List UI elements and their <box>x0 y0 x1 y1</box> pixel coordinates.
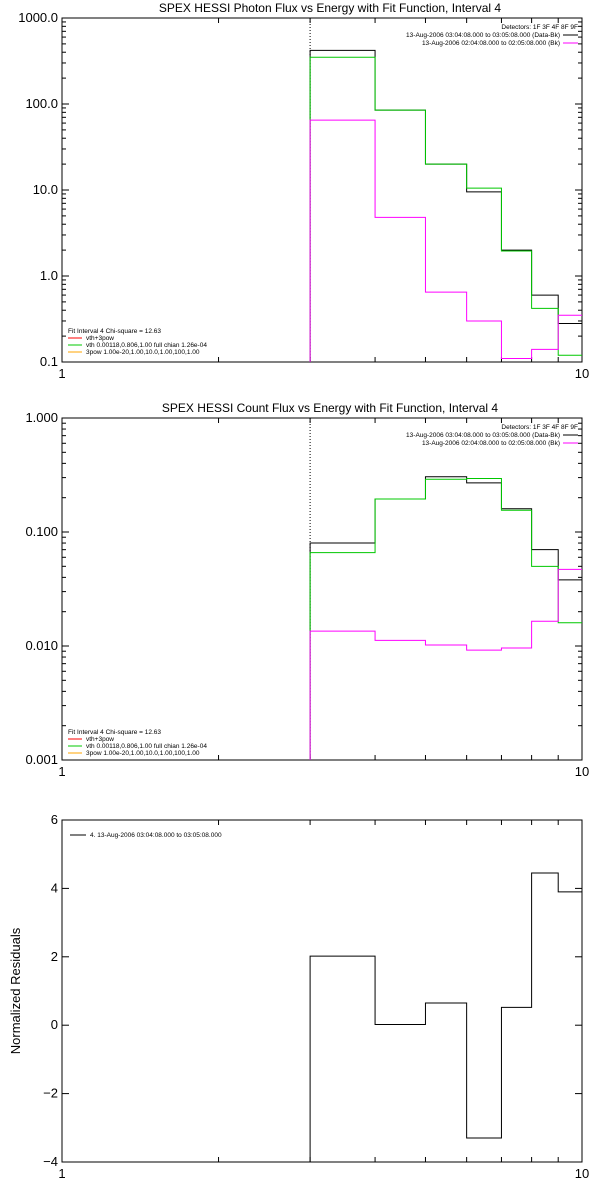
residuals-panel: Normalized Residuals 6 4 2 0 −2 −4 1 10 4. 13-… <box>8 812 589 1181</box>
count-flux-y-tick-label: 0.001 <box>25 752 58 767</box>
photon-flux-legend-data-bk: 13-Aug-2006 03:04:08.000 to 03:05:08.000… <box>406 32 560 39</box>
photon-flux-legend-right: Detectors: 1F 3F 4F 8F 9F 13-Aug-2006 03… <box>406 24 578 47</box>
residuals-y-tick-label: −4 <box>43 1154 58 1169</box>
count-flux-x-tick-label: 10 <box>575 764 589 779</box>
count-flux-x-tick-label: 1 <box>58 764 65 779</box>
photon-flux-y-tick-label: 100.0 <box>25 96 58 111</box>
photon-flux-panel: SPEX HESSI Photon Flux vs Energy with Fi… <box>18 1 589 381</box>
photon-flux-series-2 <box>309 119 582 362</box>
count-flux-fit-header: Fit Interval 4 Chi-square = 12.63 <box>68 729 161 736</box>
photon-flux-title: SPEX HESSI Photon Flux vs Energy with Fi… <box>159 1 501 15</box>
count-flux-legend-left: Fit Interval 4 Chi-square = 12.63 vth+3p… <box>68 729 207 757</box>
photon-flux-x-tick-label: 1 <box>58 366 65 381</box>
residuals-y-tick-label: −2 <box>43 1086 58 1101</box>
residuals-plot-frame <box>61 819 583 1163</box>
count-flux-y-ticks: 1.000 0.100 0.010 0.001 <box>25 410 582 767</box>
photon-flux-legend-bk: 13-Aug-2006 02:04:08.000 to 02:05:08.000… <box>422 40 560 47</box>
photon-flux-y-tick-label: 1000.0 <box>18 10 58 25</box>
photon-flux-x-tick-label: 10 <box>575 366 589 381</box>
photon-flux-fit-3pow: 3pow 1.00e-20,1.00,10.0,1.00,100,1.00 <box>86 349 200 356</box>
residuals-x-tick-label: 1 <box>58 1166 65 1181</box>
residuals-y-axis-title: Normalized Residuals <box>8 927 23 1054</box>
photon-flux-x-ticks: 1 10 <box>58 18 589 381</box>
photon-flux-marks <box>309 18 582 362</box>
residuals-x-ticks: 1 10 <box>58 820 589 1181</box>
count-flux-legend-data-bk: 13-Aug-2006 03:04:08.000 to 03:05:08.000… <box>406 432 560 439</box>
count-flux-y-tick-label: 0.100 <box>25 524 58 539</box>
residuals-legend: 4. 13-Aug-2006 03:04:08.000 to 03:05:08.… <box>70 832 222 839</box>
residuals-y-tick-label: 0 <box>51 1017 58 1032</box>
count-flux-x-ticks: 1 10 <box>58 418 589 779</box>
count-flux-fit-total: vth+3pow <box>86 736 114 743</box>
count-flux-series-0 <box>309 476 582 760</box>
photon-flux-y-ticks: 1000.0 100.0 10.0 1.0 0.1 <box>18 10 582 369</box>
count-flux-panel: SPEX HESSI Count Flux vs Energy with Fit… <box>25 401 589 779</box>
photon-flux-y-tick-label: 10.0 <box>33 182 58 197</box>
photon-flux-fit-vth: vth 0.00118,0.806,1.00 full chian 1.26e-… <box>86 342 207 349</box>
count-flux-y-tick-label: 1.000 <box>25 410 58 425</box>
residuals-legend-label: 4. 13-Aug-2006 03:04:08.000 to 03:05:08.… <box>90 832 222 839</box>
photon-flux-y-tick-label: 1.0 <box>40 268 58 283</box>
count-flux-legend-right: Detectors: 1F 3F 4F 8F 9F 13-Aug-2006 03… <box>406 424 578 447</box>
residuals-y-tick-label: 4 <box>51 880 58 895</box>
count-flux-plot-frame <box>61 417 583 761</box>
residuals-marks <box>309 872 582 1162</box>
photon-flux-plot-frame <box>61 17 583 363</box>
photon-flux-series-1 <box>309 56 582 362</box>
residuals-y-ticks: 6 4 2 0 −2 −4 <box>43 812 582 1169</box>
count-flux-y-tick-label: 0.010 <box>25 638 58 653</box>
count-flux-series-2 <box>309 568 582 760</box>
photon-flux-legend-left: Fit Interval 4 Chi-square = 12.63 vth+3p… <box>68 328 207 356</box>
residuals-y-tick-label: 2 <box>51 949 58 964</box>
count-flux-title: SPEX HESSI Count Flux vs Energy with Fit… <box>162 401 498 415</box>
photon-flux-series-0 <box>309 49 582 362</box>
residuals-y-tick-label: 6 <box>51 812 58 827</box>
photon-flux-fit-total: vth+3pow <box>86 335 114 342</box>
count-flux-marks <box>309 418 582 760</box>
count-flux-legend-bk: 13-Aug-2006 02:04:08.000 to 02:05:08.000… <box>422 440 560 447</box>
photon-flux-fit-header: Fit Interval 4 Chi-square = 12.63 <box>68 328 161 335</box>
count-flux-fit-vth: vth 0.00118,0.806,1.00 full chian 1.26e-… <box>86 743 207 750</box>
count-flux-detectors-label: Detectors: 1F 3F 4F 8F 9F <box>501 424 578 431</box>
count-flux-series-1 <box>309 477 582 760</box>
photon-flux-detectors-label: Detectors: 1F 3F 4F 8F 9F <box>501 24 578 31</box>
residuals-x-tick-label: 10 <box>575 1166 589 1181</box>
photon-flux-y-tick-label: 0.1 <box>40 354 58 369</box>
count-flux-fit-3pow: 3pow 1.00e-20,1.00,10.0,1.00,100,1.00 <box>86 750 200 757</box>
residuals-series-0 <box>309 872 582 1162</box>
